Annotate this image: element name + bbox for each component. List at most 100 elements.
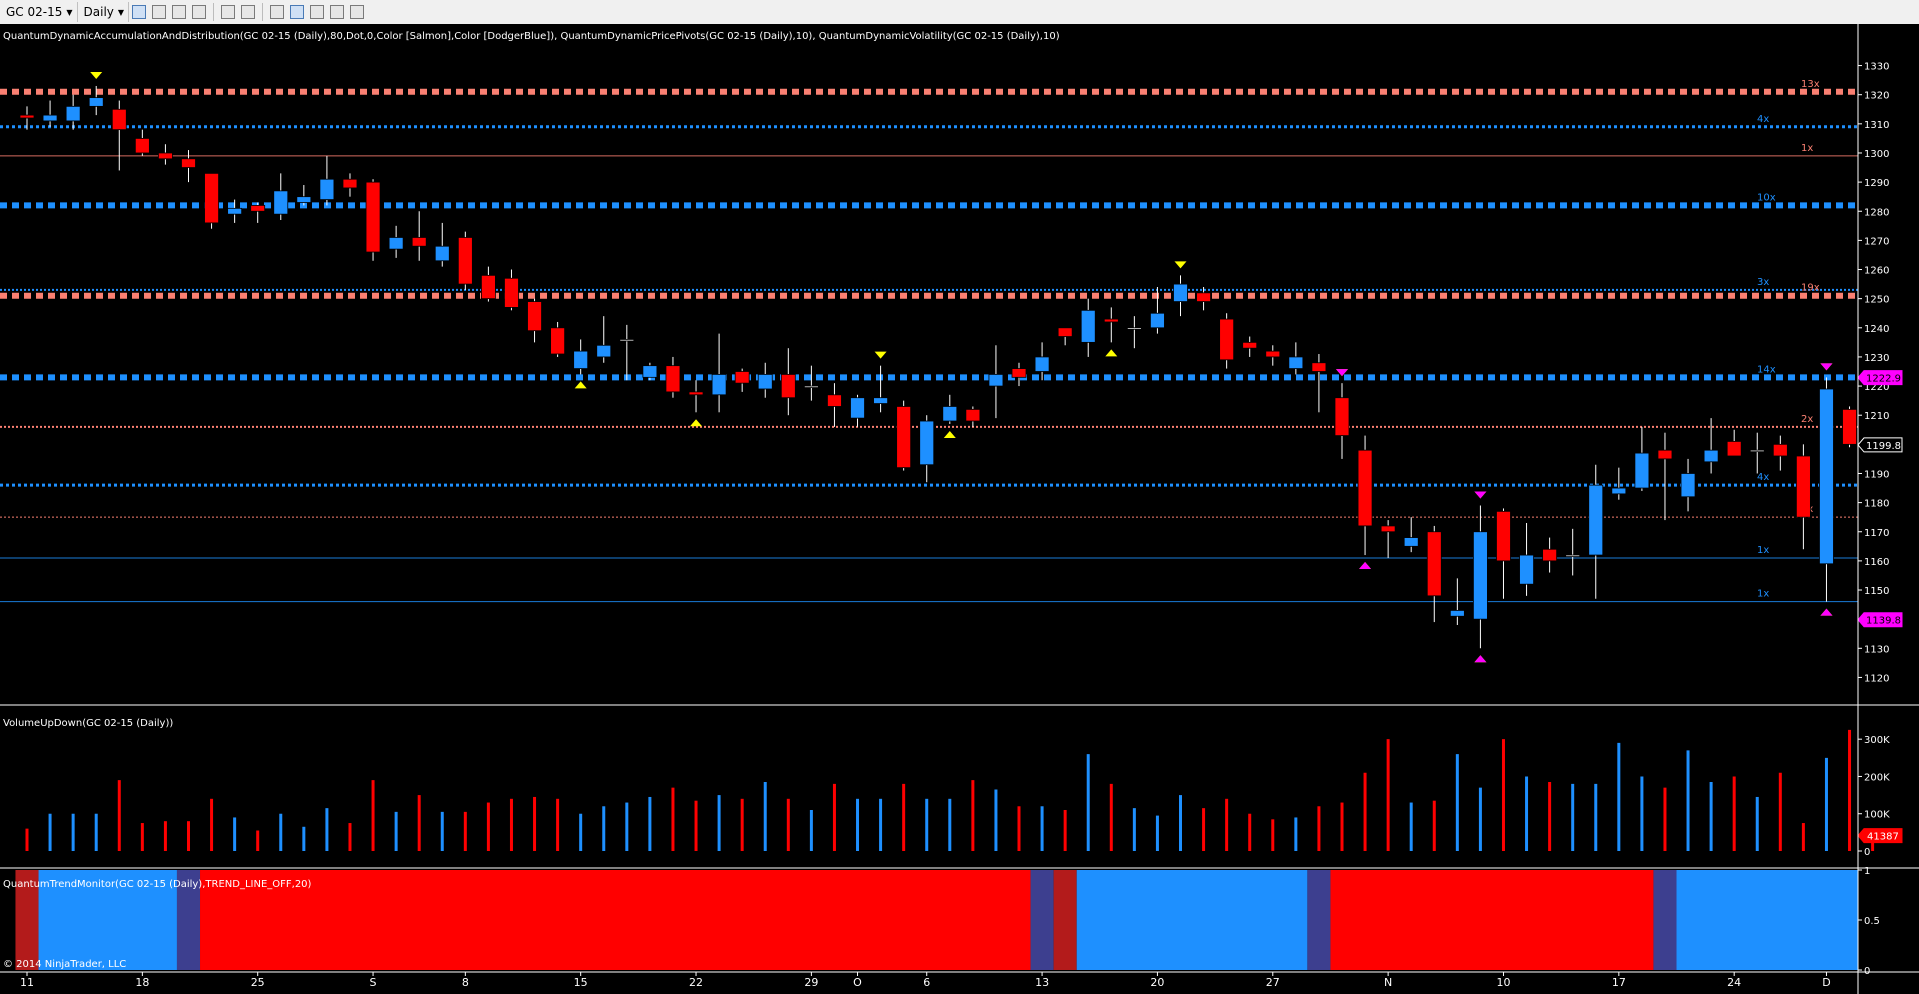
candle-body bbox=[42, 114, 58, 122]
strategy-icon[interactable] bbox=[192, 5, 207, 19]
price-tick-label: 1250 bbox=[1864, 295, 1889, 306]
volume-tick-label: 200K bbox=[1864, 772, 1890, 783]
date-tick-label: 10 bbox=[1496, 976, 1510, 989]
add-indicator-icon[interactable] bbox=[172, 5, 187, 19]
candle-body bbox=[111, 108, 127, 131]
date-tick-label: 29 bbox=[804, 976, 818, 989]
candle-body bbox=[434, 245, 450, 262]
price-panel-title: QuantumDynamicAccumulationAndDistributio… bbox=[3, 31, 1060, 42]
sr-level-label: 4x bbox=[1757, 114, 1769, 125]
price-marker bbox=[1857, 437, 1903, 453]
price-tick-label: 1210 bbox=[1864, 411, 1889, 422]
candle-body bbox=[965, 408, 981, 422]
candle-body bbox=[504, 277, 519, 308]
candle-body bbox=[1265, 350, 1281, 358]
price-marker bbox=[1857, 612, 1903, 628]
candle-body bbox=[1749, 449, 1765, 453]
chart-canvas[interactable]: 13x4x1x10x3x19x14x2x4x1x1x1x 13301320131… bbox=[0, 24, 1919, 994]
bar-type-icon[interactable] bbox=[132, 5, 147, 19]
trend-segment bbox=[176, 870, 201, 970]
volatility-high-marker bbox=[1820, 363, 1833, 371]
date-tick-label: 17 bbox=[1612, 976, 1626, 989]
trend-segment bbox=[1030, 870, 1054, 970]
candle-body bbox=[1588, 484, 1604, 556]
candle-body bbox=[1173, 283, 1188, 302]
candle-body bbox=[1842, 408, 1857, 445]
sr-level-label: 14x bbox=[1757, 364, 1776, 375]
date-tick-label: 6 bbox=[923, 976, 930, 989]
trend-panel-title: QuantumTrendMonitor(GC 02-15 (Daily),TRE… bbox=[3, 879, 312, 890]
candle-body bbox=[1080, 309, 1096, 343]
candle-body bbox=[457, 237, 473, 285]
price-tick-label: 1170 bbox=[1864, 528, 1889, 539]
sr-level-label: 10x bbox=[1757, 192, 1776, 203]
trend-tick-label: 1 bbox=[1864, 866, 1870, 877]
pivot-low-marker bbox=[1105, 349, 1118, 357]
date-tick-label: 11 bbox=[20, 976, 34, 989]
data-box-icon[interactable] bbox=[290, 5, 305, 19]
price-tick-label: 1180 bbox=[1864, 499, 1889, 510]
candle-body bbox=[296, 196, 312, 203]
price-tick-label: 1220 bbox=[1864, 382, 1889, 393]
candle-body bbox=[550, 327, 566, 355]
candle-body bbox=[1496, 510, 1511, 562]
period-selector[interactable]: Daily ▼ bbox=[80, 2, 130, 22]
date-tick-label: 15 bbox=[574, 976, 588, 989]
candle-body bbox=[1426, 531, 1442, 597]
candle-body bbox=[619, 339, 635, 342]
candle-body bbox=[1103, 318, 1119, 323]
candle-body bbox=[527, 301, 542, 332]
pivot-high-marker bbox=[1174, 261, 1187, 269]
price-tick-label: 1280 bbox=[1864, 207, 1889, 218]
candle-body bbox=[134, 138, 150, 154]
zoom-icon[interactable] bbox=[241, 5, 256, 19]
candle-body bbox=[1034, 356, 1050, 372]
candle-body bbox=[1126, 327, 1142, 330]
candle-body bbox=[1196, 292, 1211, 302]
candle-body bbox=[896, 406, 912, 469]
candle-body bbox=[88, 97, 104, 107]
candle-body bbox=[850, 397, 865, 419]
candle-body bbox=[1726, 441, 1742, 457]
date-tick-label: 18 bbox=[135, 976, 149, 989]
chart-trader-icon[interactable] bbox=[310, 5, 325, 19]
instrument-selector[interactable]: GC 02-15 ▼ bbox=[2, 2, 78, 22]
date-tick-label: 22 bbox=[689, 976, 703, 989]
candle-body bbox=[365, 181, 381, 253]
trend-segment bbox=[1307, 870, 1331, 970]
candle-body bbox=[873, 397, 888, 404]
sr-level-label: 1x bbox=[1757, 589, 1769, 600]
candle-body bbox=[919, 420, 935, 466]
sr-level-label: 1x bbox=[1757, 545, 1769, 556]
pivot-low-marker bbox=[690, 419, 703, 427]
price-tick-label: 1150 bbox=[1864, 586, 1889, 597]
list-icon[interactable] bbox=[350, 5, 365, 19]
pencil-icon[interactable] bbox=[152, 5, 167, 19]
volatility-low-marker bbox=[1820, 608, 1833, 616]
trend-tick-label: 0.5 bbox=[1864, 916, 1880, 927]
candle-body bbox=[1819, 388, 1834, 565]
candle-body bbox=[1657, 449, 1673, 460]
candle-body bbox=[1680, 473, 1696, 498]
properties-icon[interactable] bbox=[270, 5, 285, 19]
sr-level-label: 19x bbox=[1801, 283, 1820, 294]
date-tick-label: N bbox=[1384, 976, 1392, 989]
price-tick-label: 1230 bbox=[1864, 353, 1889, 364]
price-marker bbox=[1857, 370, 1903, 386]
candle-body bbox=[596, 344, 612, 358]
cursor-icon[interactable] bbox=[221, 5, 236, 19]
candle-body bbox=[1242, 341, 1258, 349]
candle-body bbox=[342, 178, 358, 189]
dollar-icon[interactable] bbox=[330, 5, 345, 19]
volume-marker bbox=[1857, 828, 1903, 844]
pivot-low-marker bbox=[943, 430, 956, 438]
price-tick-label: 1270 bbox=[1864, 236, 1889, 247]
volatility-low-marker bbox=[1474, 655, 1487, 663]
price-marker-label: 1199.8 bbox=[1866, 441, 1901, 452]
trend-segment bbox=[1053, 870, 1077, 970]
candle-body bbox=[1403, 537, 1419, 547]
date-tick-label: 8 bbox=[462, 976, 469, 989]
candle-body bbox=[1565, 554, 1581, 557]
pivot-high-marker bbox=[90, 71, 103, 79]
candle-body bbox=[1772, 443, 1788, 457]
